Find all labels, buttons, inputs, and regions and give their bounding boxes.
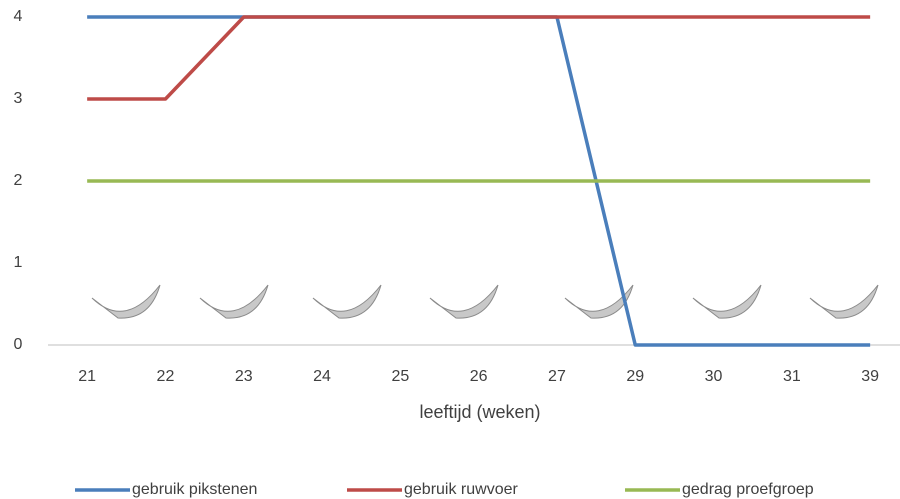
y-tick-label: 2 [14, 172, 23, 189]
y-tick-label: 1 [14, 254, 23, 271]
feather [810, 285, 878, 318]
legend-label: gedrag proefgroep [682, 481, 814, 498]
x-tick-label: 22 [157, 368, 175, 385]
x-tick-label: 24 [313, 368, 331, 385]
x-tick-label: 23 [235, 368, 253, 385]
x-tick-label: 26 [470, 368, 488, 385]
feather [313, 285, 381, 318]
x-tick-label: 29 [626, 368, 644, 385]
x-tick-label: 31 [783, 368, 801, 385]
x-tick-label: 25 [391, 368, 409, 385]
feather [92, 285, 160, 318]
legend-label: gebruik pikstenen [132, 481, 257, 498]
x-axis-title: leeftijd (weken) [419, 402, 540, 422]
y-tick-label: 3 [14, 90, 23, 107]
chart: leeftijd (weken) 01234212223242526272930… [0, 0, 900, 499]
x-tick-label: 21 [78, 368, 96, 385]
y-tick-label: 0 [14, 336, 23, 353]
x-tick-label: 39 [861, 368, 879, 385]
y-tick-label: 4 [14, 8, 23, 25]
feather [200, 285, 268, 318]
feathers [92, 285, 878, 318]
feather [430, 285, 498, 318]
x-tick-label: 30 [705, 368, 723, 385]
series-line [87, 17, 870, 99]
feather [693, 285, 761, 318]
x-tick-label: 27 [548, 368, 566, 385]
legend-label: gebruik ruwvoer [404, 481, 519, 498]
